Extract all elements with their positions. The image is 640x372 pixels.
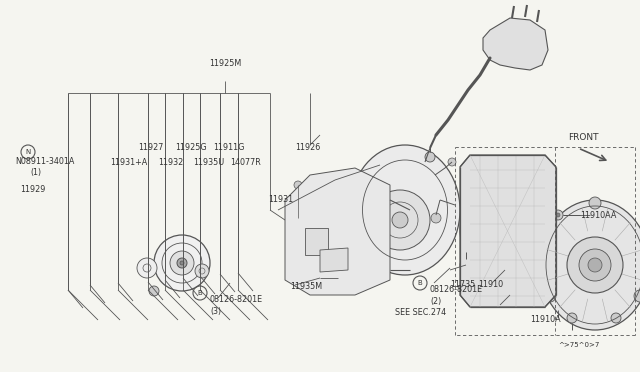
Polygon shape: [460, 155, 556, 307]
Text: ^>75^0>7: ^>75^0>7: [558, 342, 600, 348]
Circle shape: [154, 235, 210, 291]
Circle shape: [567, 237, 623, 293]
Circle shape: [294, 203, 302, 211]
Circle shape: [392, 212, 408, 228]
Text: 08126-8201E: 08126-8201E: [430, 285, 483, 294]
Text: N08911-3401A: N08911-3401A: [15, 157, 74, 166]
Circle shape: [553, 210, 563, 220]
Polygon shape: [285, 168, 390, 295]
Circle shape: [579, 249, 611, 281]
Text: SEE SEC.274: SEE SEC.274: [395, 308, 446, 317]
Circle shape: [634, 290, 640, 302]
Circle shape: [567, 313, 577, 323]
Circle shape: [611, 313, 621, 323]
Text: 11935U: 11935U: [193, 158, 224, 167]
Circle shape: [149, 286, 159, 296]
Polygon shape: [483, 18, 548, 70]
Text: 11929: 11929: [20, 185, 45, 194]
Text: 11925M: 11925M: [209, 59, 241, 68]
Text: 14077R: 14077R: [230, 158, 260, 167]
Text: 11931+A: 11931+A: [110, 158, 147, 167]
Circle shape: [589, 197, 601, 209]
Text: B: B: [418, 280, 422, 286]
Circle shape: [137, 258, 157, 278]
Text: 11931: 11931: [268, 195, 293, 204]
Text: (1): (1): [30, 168, 41, 177]
Ellipse shape: [350, 145, 460, 275]
Circle shape: [462, 246, 470, 254]
Text: 11926: 11926: [295, 143, 320, 152]
Text: 11911G: 11911G: [213, 143, 244, 152]
Text: 08126-8201E: 08126-8201E: [210, 295, 263, 304]
Circle shape: [544, 290, 556, 302]
Circle shape: [294, 181, 302, 189]
Text: 11925G: 11925G: [175, 143, 207, 152]
Circle shape: [460, 182, 556, 278]
Circle shape: [294, 191, 302, 199]
Circle shape: [370, 190, 430, 250]
Circle shape: [448, 158, 456, 166]
Text: 11735: 11735: [450, 280, 476, 289]
Text: (3): (3): [210, 307, 221, 316]
Text: 11927: 11927: [138, 143, 163, 152]
Circle shape: [310, 235, 322, 247]
Text: 11910AA: 11910AA: [580, 211, 616, 219]
Text: N: N: [26, 149, 31, 155]
Circle shape: [330, 272, 346, 288]
Polygon shape: [305, 228, 328, 255]
Circle shape: [195, 264, 209, 278]
Text: 11910A: 11910A: [530, 315, 561, 324]
Ellipse shape: [540, 200, 640, 330]
Circle shape: [460, 259, 472, 271]
Circle shape: [488, 210, 528, 250]
Polygon shape: [320, 248, 348, 272]
Text: 11910: 11910: [478, 280, 503, 289]
Circle shape: [500, 222, 516, 238]
Circle shape: [431, 213, 441, 223]
Text: FRONT: FRONT: [568, 133, 598, 142]
Circle shape: [588, 258, 602, 272]
Circle shape: [180, 261, 184, 265]
Circle shape: [177, 258, 187, 268]
Text: 11935M: 11935M: [290, 282, 322, 291]
Text: 11932: 11932: [158, 158, 183, 167]
Circle shape: [425, 152, 435, 162]
Text: B: B: [198, 290, 202, 296]
Circle shape: [170, 251, 194, 275]
Text: (2): (2): [430, 297, 441, 306]
Circle shape: [556, 213, 560, 217]
